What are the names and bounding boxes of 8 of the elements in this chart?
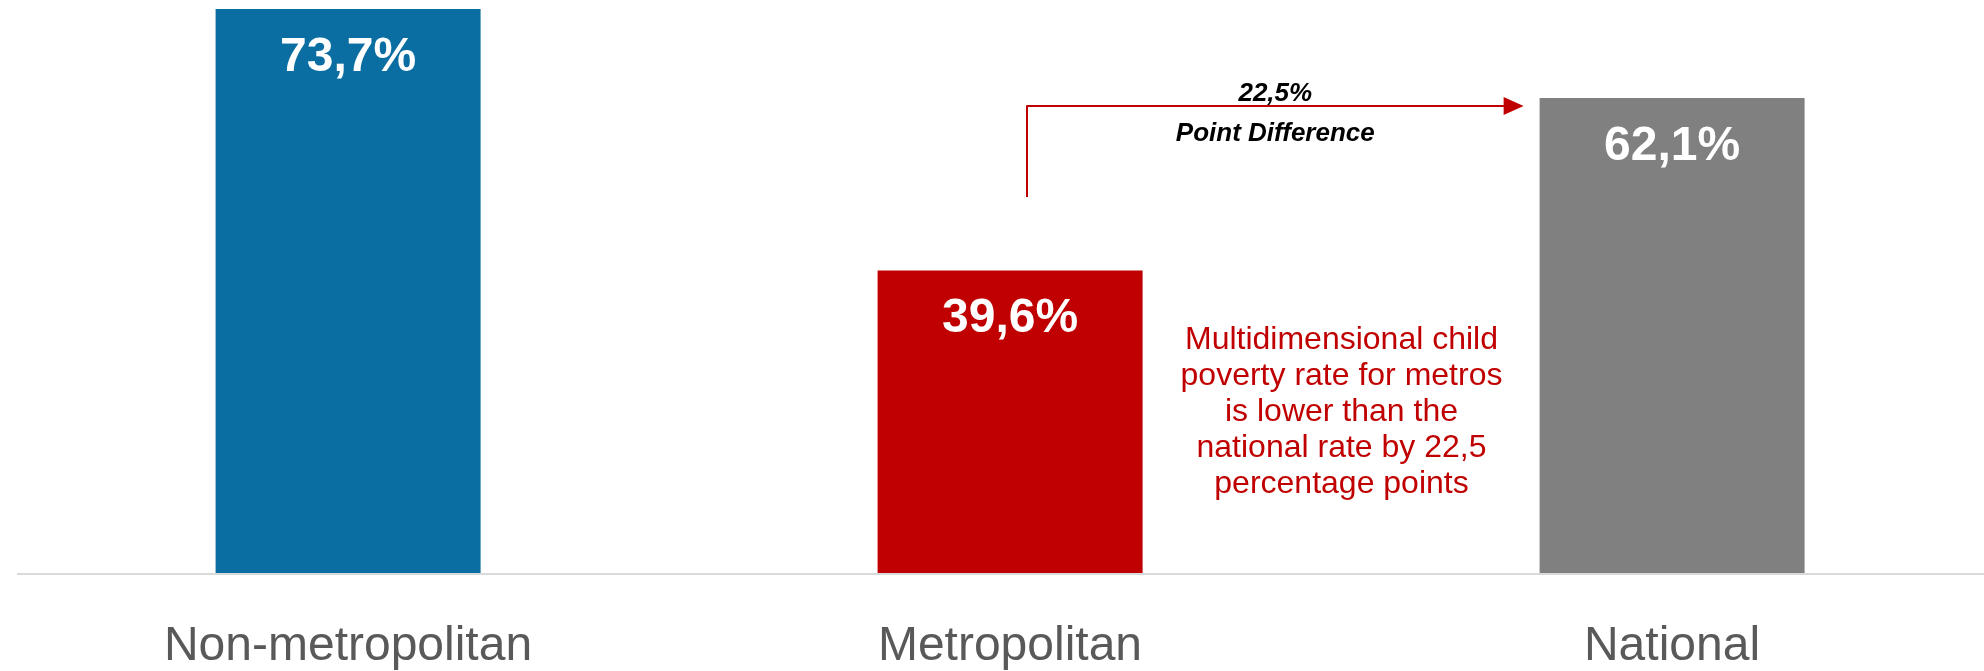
x-tick-label: Non-metropolitan [163,617,533,671]
x-tick-label: Metropolitan [877,617,1143,671]
annotation: Multidimensional child poverty rate for metros is lower than the national rate by 22,5 percentage points [1179,320,1504,500]
data-label: 73,7% [280,28,417,82]
data-label: 62,1% [1604,117,1741,171]
x-tick-label: National [1583,617,1761,671]
annotation: 22,5% Point Difference [1174,75,1376,149]
data-label: 39,6% [942,289,1079,343]
